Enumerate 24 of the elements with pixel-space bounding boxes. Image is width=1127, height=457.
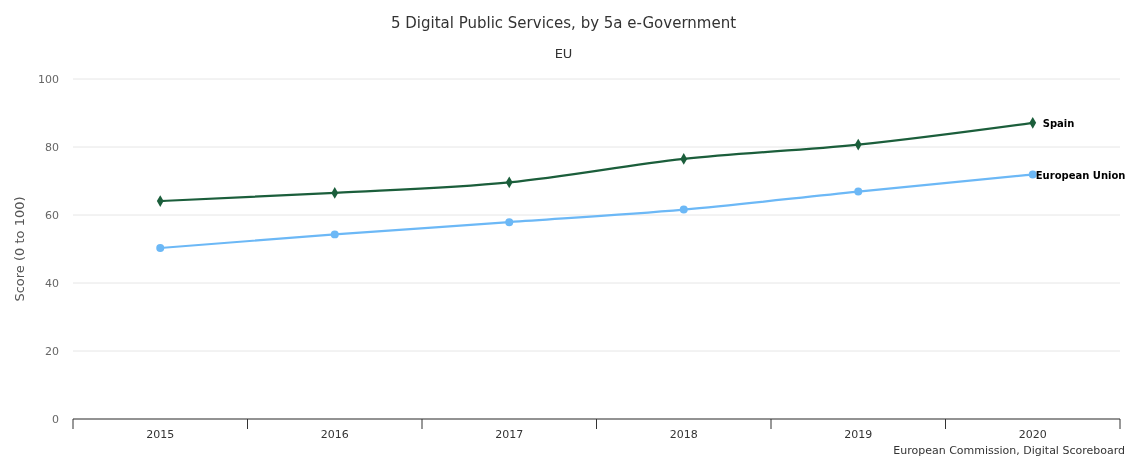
point — [679, 205, 688, 214]
series-label: European Union — [1035, 169, 1126, 181]
y-tick-label: 80 — [45, 141, 59, 155]
x-tick-label: 2020 — [1018, 428, 1047, 441]
y-tick-label: 20 — [45, 345, 59, 359]
x-tick-label: 2015 — [146, 428, 175, 441]
text: European Commission, Digital Scoreboard — [893, 444, 1125, 457]
point — [854, 187, 863, 196]
x-tick-label: 2017 — [495, 428, 524, 441]
chart-subtitle: EU — [554, 46, 573, 61]
y-axis-title: Score (0 to 100) — [12, 196, 27, 302]
x-tick-label: 2016 — [320, 428, 349, 441]
point — [1028, 170, 1037, 179]
point — [330, 230, 339, 239]
y-tick-label: 40 — [45, 277, 59, 291]
y-tick-label: 100 — [38, 73, 59, 87]
point — [505, 218, 514, 227]
x-tick-label: 2019 — [844, 428, 873, 441]
series-label: Spain — [1042, 117, 1075, 129]
y-tick-label: 0 — [52, 413, 59, 427]
x-tick-label: 2018 — [669, 428, 698, 441]
chart-title: 5 Digital Public Services, by 5a e-Government — [390, 14, 737, 32]
point — [156, 244, 165, 252]
y-tick-label: 60 — [45, 209, 59, 223]
